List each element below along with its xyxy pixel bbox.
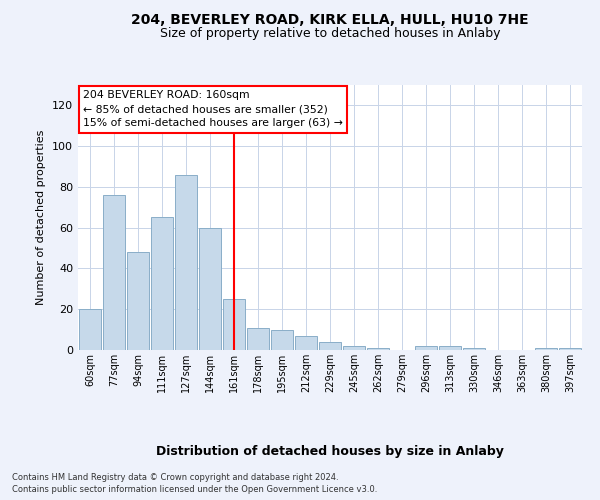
Y-axis label: Number of detached properties: Number of detached properties [37, 130, 46, 305]
Bar [247, 328, 269, 350]
Bar [223, 299, 245, 350]
Bar [151, 218, 173, 350]
Bar [535, 348, 557, 350]
Bar [367, 348, 389, 350]
Bar [175, 174, 197, 350]
Text: 204 BEVERLEY ROAD: 160sqm
← 85% of detached houses are smaller (352)
15% of semi: 204 BEVERLEY ROAD: 160sqm ← 85% of detac… [83, 90, 343, 128]
Bar [79, 309, 101, 350]
Text: 204, BEVERLEY ROAD, KIRK ELLA, HULL, HU10 7HE: 204, BEVERLEY ROAD, KIRK ELLA, HULL, HU1… [131, 12, 529, 26]
Bar [103, 195, 125, 350]
Bar [127, 252, 149, 350]
Bar [415, 346, 437, 350]
Bar [199, 228, 221, 350]
X-axis label: Distribution of detached houses by size in Anlaby: Distribution of detached houses by size … [156, 445, 504, 458]
Bar [439, 346, 461, 350]
Bar [319, 342, 341, 350]
Bar [463, 348, 485, 350]
Bar [271, 330, 293, 350]
Text: Contains public sector information licensed under the Open Government Licence v3: Contains public sector information licen… [12, 485, 377, 494]
Text: Contains HM Land Registry data © Crown copyright and database right 2024.: Contains HM Land Registry data © Crown c… [12, 472, 338, 482]
Bar [559, 348, 581, 350]
Text: Size of property relative to detached houses in Anlaby: Size of property relative to detached ho… [160, 28, 500, 40]
Bar [343, 346, 365, 350]
Bar [295, 336, 317, 350]
